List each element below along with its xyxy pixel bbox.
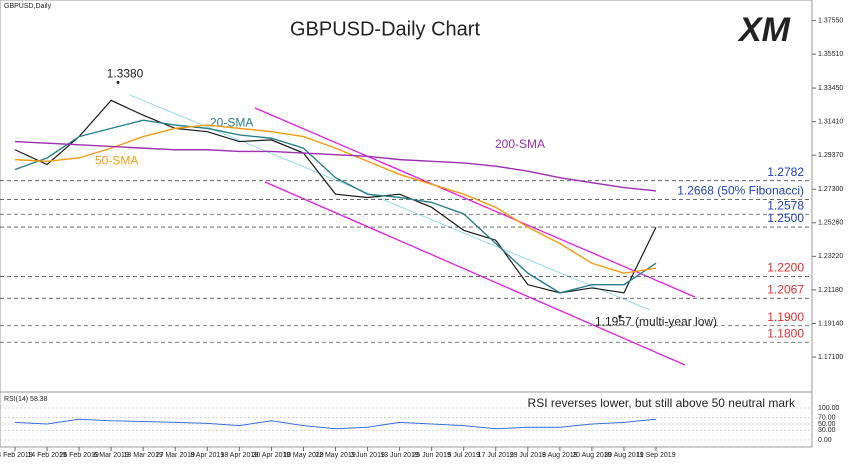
rsi-tick-label: 50.00 [818,421,836,428]
y-tick-label: 1.19140 [818,320,843,327]
rsi-tick-label: 30.00 [818,427,836,434]
annotation-point [116,80,120,84]
y-tick-label: 1.25260 [818,220,843,227]
chart-title: GBPUSD-Daily Chart [290,18,480,40]
x-tick-label: 30 Apr 2019 [253,452,291,459]
level-label: 1.1900 [767,310,804,324]
x-tick-label: 17 Jul 2019 [478,452,514,459]
x-tick-label: 10 May 2019 [283,452,324,459]
x-tick-label: 30 Aug 2019 [604,452,643,459]
y-tick-label: 1.35510 [818,51,843,58]
level-label: 1.2782 [767,165,804,179]
y-tick-label: 1.37550 [818,17,843,24]
x-tick-label: 20 Aug 2019 [572,452,611,459]
series-line [14,124,657,274]
level-label: 1.2067 [767,282,804,296]
series-label: 200-SMA [495,137,545,151]
y-tick-label: 1.21180 [818,287,843,294]
x-tick-label: 3 Jun 2019 [350,452,385,459]
y-tick-label: 1.17100 [818,354,843,361]
x-tick-label: 26 Feb 2019 [59,452,98,459]
series-line [14,119,657,294]
rsi-tick-label: 100.00 [818,405,840,412]
x-tick-label: 8 Aug 2019 [542,452,578,459]
rsi-line [14,418,657,430]
series-line [14,99,657,294]
y-tick-label: 1.23220 [818,253,843,260]
level-label: 1.2500 [767,211,804,225]
rsi-label: RSI(14) 58.38 [4,396,48,403]
x-tick-label: 13 Jun 2019 [380,452,419,459]
x-tick-label: 18 Apr 2019 [220,452,258,459]
level-label: 1.2668 (50% Fibonacci) [677,184,804,198]
x-tick-label: 4 Feb 2019 [0,452,33,459]
x-tick-label: 18 Mar 2019 [124,452,163,459]
x-tick-label: 8 Apr 2019 [190,452,224,459]
y-tick-label: 1.31410 [818,118,843,125]
level-label: 1.1800 [767,326,804,340]
symbol-label: GBPUSD,Daily [4,3,52,10]
channel-top [254,107,696,298]
logo: XM [737,11,791,49]
x-tick-label: 11 Sep 2019 [636,452,675,459]
level-label: 1.2200 [767,261,804,275]
x-tick-label: 22 May 2019 [315,452,356,459]
rsi-tick-label: 70.00 [818,414,836,421]
x-tick-label: 14 Feb 2019 [27,452,66,459]
rsi-tick-label: 0.00 [818,437,832,444]
y-tick-label: 1.29370 [818,152,843,159]
series-line [14,140,657,192]
channel-bottom [264,181,686,366]
x-tick-label: 5 Jul 2019 [448,452,480,459]
series-label: 50-SMA [95,153,138,167]
x-tick-label: 6 Mar 2019 [93,452,129,459]
y-tick-label: 1.33450 [818,85,843,92]
annotation-point [618,314,622,318]
x-tick-label: 29 Jul 2019 [510,452,546,459]
rsi-note: RSI reverses lower, but still above 50 n… [528,396,796,410]
annotation-label: 1.3380 [107,66,144,80]
frame [0,0,813,448]
channel-mid [129,94,651,311]
x-tick-label: 27 Mar 2019 [156,452,195,459]
x-tick-label: 25 Jun 2019 [412,452,451,459]
level-label: 1.2578 [767,198,804,212]
y-tick-label: 1.27300 [818,186,843,193]
annotation-label: 1.1957 (multi-year low) [595,315,717,329]
